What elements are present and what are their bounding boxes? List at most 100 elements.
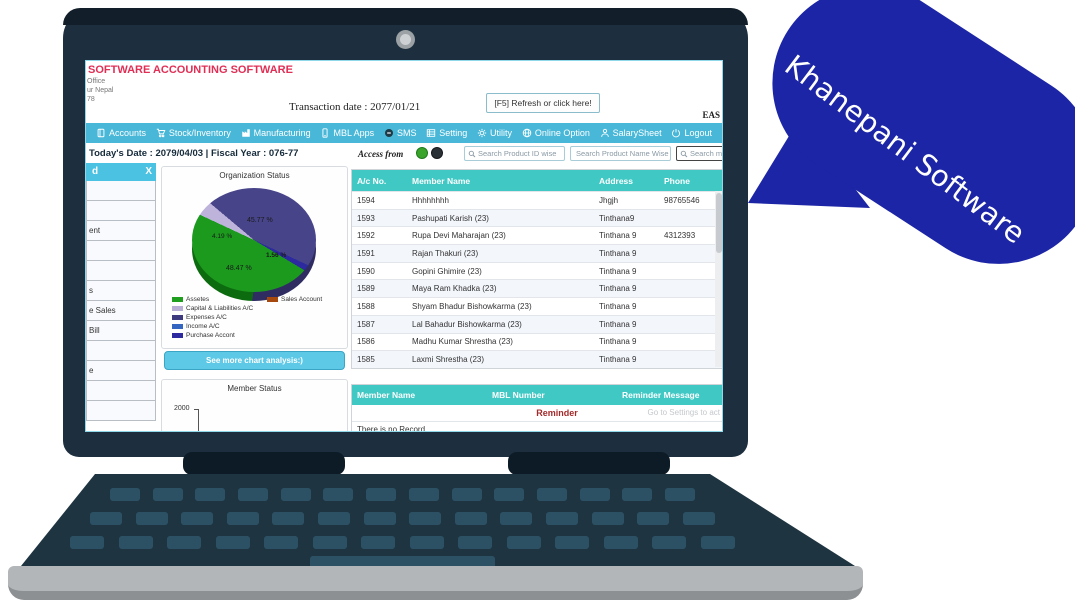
placeholder-text: Search Product ID wise [478, 149, 557, 158]
keyboard-key [195, 488, 226, 501]
keyboard-key [238, 488, 269, 501]
table-row[interactable]: 1589 Maya Ram Khadka (23) Tinthana 9 [352, 279, 722, 298]
close-icon[interactable]: X [145, 166, 152, 177]
power-icon [672, 129, 681, 138]
sidebar-item[interactable] [86, 381, 156, 401]
pie-label-capital: 4.19 % [212, 233, 233, 240]
member-table-body: 1594 Hhhhhhhh Jhgjh 98765546 1593 Pashup… [352, 191, 722, 368]
col-address[interactable]: Address [599, 175, 634, 186]
sidebar-rows: ent s e Sales Bill e [86, 181, 156, 421]
search-member-input[interactable]: Search m [676, 146, 722, 161]
keyboard-key [135, 512, 168, 525]
keyboard-key [90, 512, 122, 525]
header-right-fragment: EAS [702, 110, 720, 120]
quick-menu-sidebar: d X ent s e Sales Bill [86, 163, 156, 421]
menu-item-setting[interactable]: Setting [426, 128, 467, 138]
cell-phone: 4312393 [664, 231, 696, 241]
table-row[interactable]: 1594 Hhhhhhhh Jhgjh 98765546 [352, 191, 722, 209]
col-mbl-number[interactable]: MBL Number [492, 390, 545, 400]
laptop-hinge-right [508, 452, 670, 475]
access-online-indicator[interactable] [416, 147, 428, 159]
see-more-chart-button[interactable]: See more chart analysis:) [164, 351, 345, 370]
menu-label: MBL Apps [333, 128, 375, 138]
menu-item-manufacturing[interactable]: Manufacturing [241, 128, 311, 138]
cell-acc-no: 1594 [357, 195, 375, 205]
legend-swatch [172, 315, 183, 320]
keyboard-key [454, 512, 487, 525]
keyboard-key [226, 512, 259, 525]
menu-item-stock-inventory[interactable]: Stock/Inventory [156, 128, 231, 138]
laptop-screen: SOFTWARE ACCOUNTING SOFTWARE Office ur N… [85, 60, 723, 432]
scrollbar-thumb[interactable] [716, 193, 722, 253]
menu-label: Stock/Inventory [168, 128, 231, 138]
address-line: ur Nepal [87, 87, 114, 94]
menu-item-mbl-apps[interactable]: MBL Apps [320, 128, 374, 138]
keyboard-key [622, 488, 653, 501]
keyboard-key [70, 536, 104, 549]
col-acc-no[interactable]: A/c No. [357, 175, 387, 186]
table-row[interactable]: 1585 Laxmi Shrestha (23) Tinthana 9 [352, 350, 722, 368]
menu-bar: Accounts Stock/Inventory Manufacturing M… [86, 123, 722, 143]
cell-member-name: Rupa Devi Maharajan (23) [412, 231, 506, 241]
sidebar-item[interactable] [86, 181, 156, 201]
sidebar-item[interactable] [86, 201, 156, 221]
access-offline-indicator[interactable] [431, 147, 443, 159]
sidebar-item[interactable]: Bill [86, 321, 156, 341]
cell-address: Tinthana 9 [599, 231, 637, 241]
col-phone[interactable]: Phone [664, 175, 690, 186]
search-product-id-input[interactable]: Search Product ID wise [464, 146, 565, 161]
search-product-name-input[interactable]: Search Product Name Wise [570, 146, 671, 161]
menu-item-utility[interactable]: Utility [477, 128, 512, 138]
app-title: SOFTWARE ACCOUNTING SOFTWARE [88, 64, 293, 76]
keyboard-key [458, 536, 493, 549]
cell-member-name: Hhhhhhhh [412, 195, 449, 205]
y-axis-tickmark [194, 409, 198, 410]
menu-label: SMS [396, 128, 417, 138]
menu-item-online-option[interactable]: Online Option [522, 128, 590, 138]
sidebar-item[interactable]: e [86, 361, 156, 381]
keyboard-key [110, 488, 140, 501]
list-icon [427, 129, 436, 137]
menu-label: Online Option [534, 128, 590, 138]
table-row[interactable]: 1586 Madhu Kumar Shrestha (23) Tinthana … [352, 332, 722, 351]
member-table-header: A/c No. Member Name Address Phone [352, 170, 722, 191]
sidebar-item[interactable]: ent [86, 221, 156, 241]
cell-member-name: Shyam Bhadur Bishowkarma (23) [412, 301, 532, 311]
menu-item-sms[interactable]: SMS [384, 128, 417, 138]
menu-item-logout[interactable]: Logout [671, 128, 712, 138]
col-member-name[interactable]: Member Name [357, 390, 416, 400]
keyboard-key [451, 488, 482, 501]
factory-icon [241, 129, 250, 137]
empty-record-row: There is no Record. [352, 421, 722, 431]
cell-member-name: Laxmi Shrestha (23) [412, 355, 485, 365]
col-member-name[interactable]: Member Name [412, 175, 471, 186]
organization-pie-chart[interactable] [192, 188, 316, 292]
col-reminder-message[interactable]: Reminder Message [622, 390, 700, 400]
table-row[interactable]: 1590 Gopini Ghimire (23) Tinthana 9 [352, 261, 722, 280]
table-row[interactable]: 1593 Pashupati Karish (23) Tinthana9 [352, 208, 722, 227]
sidebar-item[interactable]: e Sales [86, 301, 156, 321]
table-row[interactable]: 1587 Lal Bahadur Bishowkarma (23) Tintha… [352, 314, 722, 333]
menu-item-accounts[interactable]: Accounts [96, 128, 146, 138]
table-row[interactable]: 1591 Rajan Thakuri (23) Tinthana 9 [352, 244, 722, 262]
sidebar-item[interactable]: s [86, 281, 156, 301]
sidebar-item[interactable] [86, 261, 156, 281]
cell-address: Jhgjh [599, 195, 619, 205]
menu-item-salarysheet[interactable]: SalarySheet [600, 128, 662, 138]
sidebar-item[interactable] [86, 401, 156, 421]
keyboard-key [363, 512, 396, 525]
keyboard-key [318, 512, 351, 525]
sidebar-item[interactable] [86, 341, 156, 361]
refresh-button[interactable]: [F5] Refresh or click here! [486, 93, 600, 113]
keyboard-key [312, 536, 347, 549]
sidebar-item[interactable] [86, 241, 156, 261]
cell-acc-no: 1588 [357, 301, 375, 311]
globe-icon [522, 128, 532, 138]
table-row[interactable]: 1592 Rupa Devi Maharajan (23) Tinthana 9… [352, 226, 722, 245]
member-status-panel: Member Status 2000 [161, 379, 348, 431]
legend-item-purchase: Purchase Accont [172, 331, 347, 340]
table-scrollbar[interactable] [715, 191, 722, 367]
table-row[interactable]: 1588 Shyam Bhadur Bishowkarma (23) Tinth… [352, 297, 722, 315]
pie-label-expenses: 45.77 % [247, 217, 273, 224]
laptop-keyboard-deck [21, 474, 855, 566]
